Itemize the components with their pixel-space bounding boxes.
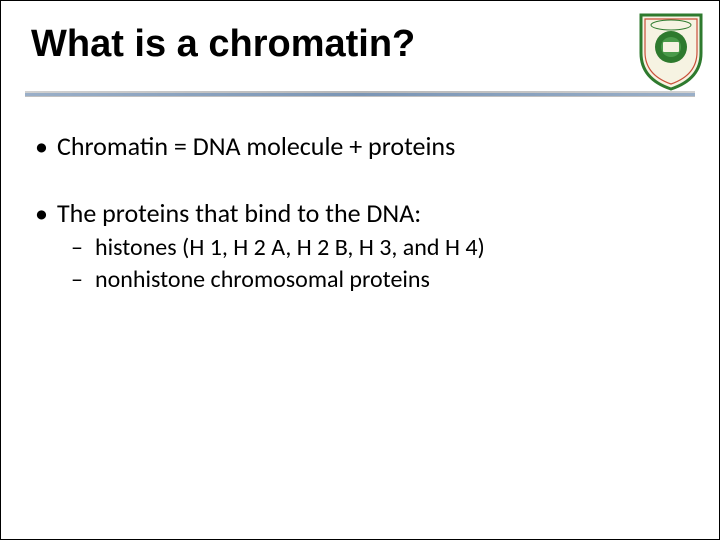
slide-title: What is a chromatin? (31, 23, 689, 66)
content-region: • Chromatin = DNA molecule + proteins • … (31, 131, 689, 297)
bullet-level1: • Chromatin = DNA molecule + proteins (31, 131, 689, 162)
shield-emblem-icon (635, 7, 707, 91)
title-separator (25, 91, 695, 97)
bullet-text: nonhistone chromosomal proteins (95, 265, 689, 295)
bullet-text: Chromatin = DNA molecule + proteins (57, 131, 689, 162)
bullet-level1: • The proteins that bind to the DNA: (31, 198, 689, 229)
bullet-marker: • (31, 198, 57, 229)
separator-line-bot (25, 96, 695, 97)
slide-title-region: What is a chromatin? (31, 23, 689, 66)
dash-marker: – (71, 265, 95, 295)
bullet-level2: – histones (H 1, H 2 A, H 2 B, H 3, and … (71, 233, 689, 263)
university-logo (635, 7, 707, 91)
bullet-marker: • (31, 131, 57, 162)
bullet-text: The proteins that bind to the DNA: (57, 198, 689, 229)
bullet-text: histones (H 1, H 2 A, H 2 B, H 3, and H … (95, 233, 689, 263)
bullet-level2: – nonhistone chromosomal proteins (71, 265, 689, 295)
dash-marker: – (71, 233, 95, 263)
